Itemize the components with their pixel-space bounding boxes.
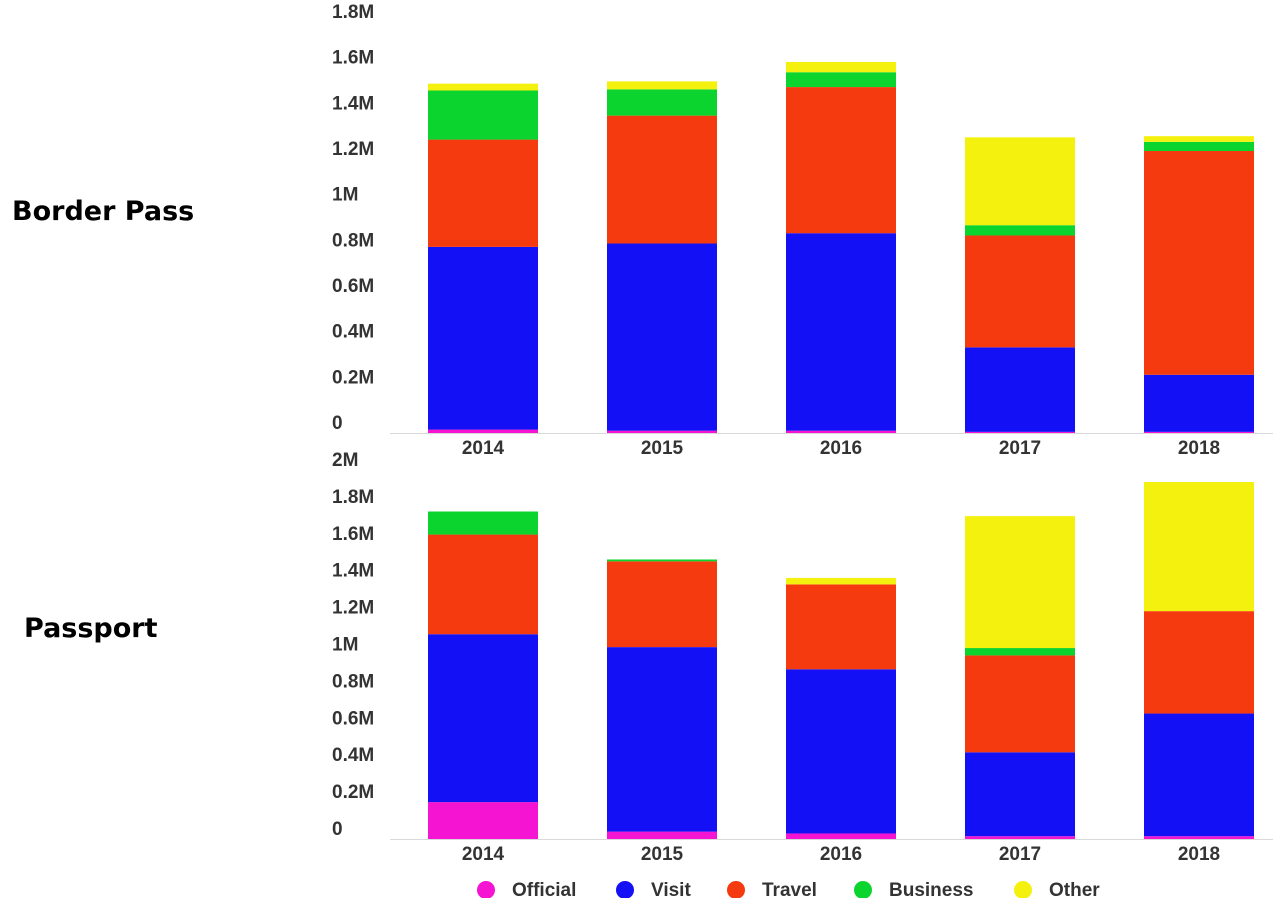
- y-tick-label: 1.6M: [332, 524, 374, 545]
- bar-2015-visit: [607, 647, 717, 832]
- bar-2016-official: [786, 833, 896, 839]
- x-tick-label: 2018: [1178, 844, 1220, 865]
- y-tick-label: 1.8M: [332, 487, 374, 508]
- bar-2018-visit: [1144, 374, 1254, 432]
- legend-label-visit: Visit: [651, 880, 691, 898]
- bar-2018-business: [1144, 141, 1254, 152]
- y-tick-label: 1.8M: [332, 2, 374, 23]
- bar-2015-travel: [607, 115, 717, 244]
- legend-marker-other: [1014, 881, 1032, 898]
- bar-2016-visit: [786, 669, 896, 834]
- y-tick-label: 0: [332, 819, 343, 840]
- y-tick-label: 0.2M: [332, 782, 374, 803]
- bar-2015-visit: [607, 243, 717, 431]
- y-tick-label: 1.4M: [332, 93, 374, 114]
- bar-2017-other: [965, 137, 1075, 226]
- bar-2018-visit: [1144, 713, 1254, 837]
- legend-marker-official: [477, 881, 495, 898]
- y-tick-label: 1.4M: [332, 561, 374, 582]
- bar-2016-visit: [786, 233, 896, 431]
- bar-2015-business: [607, 559, 717, 562]
- bar-2014-official: [428, 802, 538, 839]
- bar-2018-travel: [1144, 151, 1254, 375]
- y-tick-label: 2M: [332, 450, 358, 471]
- bar-2014-travel: [428, 139, 538, 247]
- y-tick-label: 0.6M: [332, 276, 374, 297]
- bar-2016-other: [786, 577, 896, 585]
- x-tick-label: 2014: [462, 844, 505, 865]
- bar-2016-travel: [786, 584, 896, 670]
- bar-2014-business: [428, 511, 538, 535]
- bar-2018-other: [1144, 481, 1254, 612]
- bar-2018-other: [1144, 136, 1254, 142]
- bar-2017-official: [965, 431, 1075, 433]
- legend-label-other: Other: [1049, 880, 1100, 898]
- legend: Official Visit Travel Business Other: [477, 880, 1100, 898]
- y-tick-label: 0.8M: [332, 230, 374, 251]
- bar-2018-official: [1144, 836, 1254, 839]
- bar-2015-other: [607, 81, 717, 90]
- y-tick-label: 0.8M: [332, 671, 374, 692]
- y-tick-label: 1.2M: [332, 139, 374, 160]
- x-tick-label: 2018: [1178, 438, 1220, 459]
- bar-2017-business: [965, 225, 1075, 236]
- chart-title-passport: Passport: [24, 613, 158, 644]
- bar-2014-visit: [428, 246, 538, 430]
- y-tick-label: 1M: [332, 185, 358, 206]
- legend-marker-travel: [727, 881, 745, 898]
- legend-marker-visit: [616, 881, 634, 898]
- bar-2015-travel: [607, 561, 717, 648]
- y-tick-label: 0.6M: [332, 708, 374, 729]
- bar-2015-business: [607, 89, 717, 116]
- legend-label-business: Business: [889, 880, 973, 898]
- bar-2017-official: [965, 836, 1075, 839]
- y-tick-label: 0.4M: [332, 745, 374, 766]
- bar-2017-business: [965, 648, 1075, 656]
- passport-chart: 0 0.2M 0.4M 0.6M 0.8M 1M 1.2M 1.4M 1.6M 1.8M 2M 201…: [332, 450, 1273, 865]
- bar-2014-other: [428, 83, 538, 91]
- x-tick-label: 2015: [641, 844, 684, 865]
- bar-2015-official: [607, 430, 717, 433]
- bar-2017-travel: [965, 655, 1075, 753]
- bar-2015-official: [607, 831, 717, 839]
- y-tick-label: 0.4M: [332, 322, 374, 343]
- bar-2018-travel: [1144, 611, 1254, 714]
- bar-2014-visit: [428, 634, 538, 803]
- bar-2014-travel: [428, 534, 538, 635]
- bar-2014-business: [428, 90, 538, 140]
- bar-2016-business: [786, 72, 896, 88]
- bar-2017-visit: [965, 347, 1075, 432]
- y-tick-label: 1.2M: [332, 598, 374, 619]
- y-tick-label: 1.6M: [332, 48, 374, 69]
- y-tick-label: 0: [332, 413, 343, 434]
- bar-2016-other: [786, 61, 896, 73]
- bar-2014-official: [428, 429, 538, 433]
- bar-2017-travel: [965, 235, 1075, 348]
- bar-2017-other: [965, 516, 1075, 649]
- x-tick-label: 2017: [999, 844, 1041, 865]
- x-tick-label: 2016: [820, 438, 862, 459]
- legend-label-official: Official: [512, 880, 576, 898]
- chart-title-border-pass: Border Pass: [12, 196, 194, 227]
- x-tick-label: 2017: [999, 438, 1041, 459]
- bar-2018-official: [1144, 431, 1254, 433]
- y-tick-label: 1M: [332, 635, 358, 656]
- legend-marker-business: [854, 881, 872, 898]
- border-pass-chart: 0 0.2M 0.4M 0.6M 0.8M 1M 1.2M 1.4M 1.6M 1.8M 2014 2…: [332, 2, 1273, 459]
- x-tick-label: 2014: [462, 438, 505, 459]
- bar-2017-visit: [965, 752, 1075, 837]
- x-tick-label: 2016: [820, 844, 862, 865]
- x-tick-label: 2015: [641, 438, 684, 459]
- y-tick-label: 0.2M: [332, 367, 374, 388]
- legend-label-travel: Travel: [762, 880, 817, 898]
- bar-2016-official: [786, 430, 896, 433]
- bar-2016-travel: [786, 87, 896, 234]
